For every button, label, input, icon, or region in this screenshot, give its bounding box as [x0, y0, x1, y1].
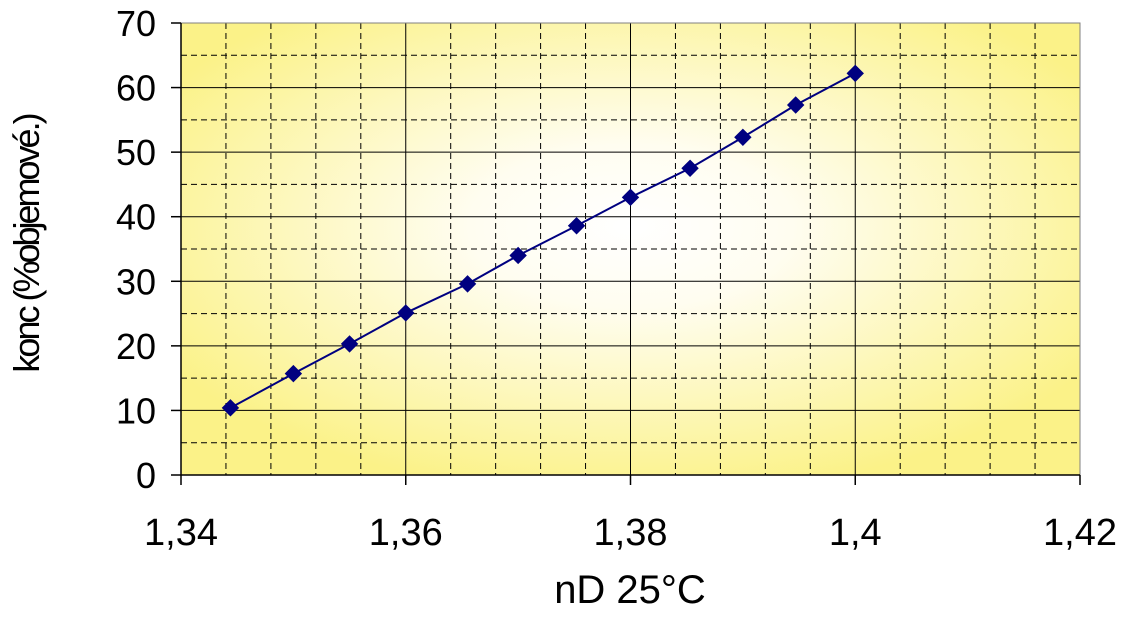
y-tick-label: 40 [116, 197, 156, 238]
data-point [221, 399, 240, 417]
data-point [734, 128, 752, 146]
y-tick-label: 20 [116, 326, 156, 367]
y-tick-label: 60 [116, 68, 156, 109]
data-point [509, 246, 527, 265]
y-tick-label: 50 [116, 132, 156, 173]
labels: nD 25°C konc (%objemové.) [6, 114, 706, 612]
data-point [786, 96, 805, 114]
x-tick-label: 1,34 [144, 512, 218, 554]
data-point [681, 159, 699, 177]
y-tick-label: 30 [116, 261, 156, 302]
data-point [621, 188, 640, 207]
axes: 0 10 20 30 40 50 60 70 1,34 1,36 1,38 1,4 1,42 [116, 3, 1117, 554]
x-tick-label: 1,4 [829, 512, 882, 554]
data-point [458, 275, 477, 293]
data-point [284, 364, 303, 383]
data-point [846, 64, 864, 83]
data-point [567, 217, 586, 235]
x-tick-label: 1,38 [594, 512, 668, 554]
x-axis-label: nD 25°C [554, 568, 706, 612]
data-point [340, 335, 359, 353]
y-tick-label: 10 [116, 390, 156, 431]
x-tick-label: 1,36 [369, 512, 443, 554]
series-line [229, 72, 856, 409]
data-point [397, 304, 415, 322]
y-axis-label: konc (%objemové.) [6, 114, 47, 372]
y-tick-label: 0 [136, 455, 156, 496]
x-tick-label: 1,42 [1043, 512, 1117, 554]
y-tick-label: 70 [116, 3, 156, 44]
grid [181, 23, 1080, 475]
series [221, 64, 864, 417]
